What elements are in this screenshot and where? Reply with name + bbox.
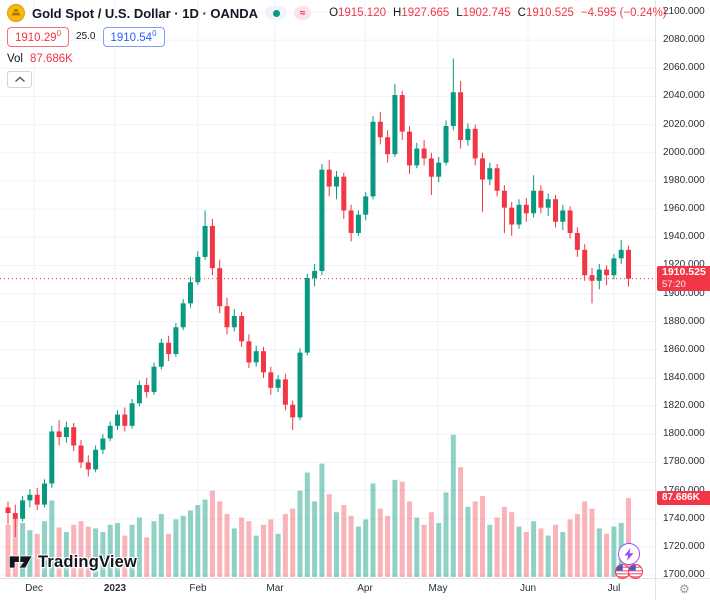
price-tick-label: 1960.000: [663, 203, 705, 215]
price-tick-label: 1840.000: [663, 371, 705, 383]
price-tick-label: 2000.000: [663, 146, 705, 158]
time-tick-label: Apr: [357, 583, 373, 594]
price-tick-label: 1980.000: [663, 174, 705, 186]
volume-readout: Vol 87.686K: [7, 53, 667, 65]
time-tick-label: Jul: [607, 583, 621, 594]
market-status-badge[interactable]: [265, 6, 288, 20]
watermark-text: TradingView: [38, 552, 138, 571]
last-price-value: 1910.525: [662, 265, 706, 278]
chevron-up-icon: [14, 76, 25, 82]
price-tick-label: 1800.000: [663, 428, 705, 440]
close-label: C: [517, 7, 526, 19]
price-tick-label: 1720.000: [663, 540, 705, 552]
ohlc-readout: O1915.120 H1927.665 L1902.745 C1910.525 …: [329, 7, 667, 19]
time-tick-label: Jun: [519, 583, 537, 594]
price-scale[interactable]: 1910.525 57:20 87.686K 1700.000 1720.000 1…: [656, 0, 710, 580]
tradingview-watermark[interactable]: TradingView: [9, 552, 137, 572]
gold-symbol-icon: [7, 4, 25, 22]
price-tick-label: 1700.000: [663, 569, 705, 580]
time-scale[interactable]: Dec 2023 Feb Mar Apr May Jun Jul: [0, 579, 655, 600]
close-value: 1910.525: [525, 7, 574, 19]
time-tick-label: May: [428, 583, 448, 594]
price-tick-label: 2040.000: [663, 90, 705, 102]
time-tick-label: 2023: [103, 583, 127, 594]
tradingview-logo-icon: [9, 555, 33, 569]
ask-price-fraction: 0: [152, 29, 157, 38]
lightning-icon: [624, 547, 634, 561]
high-label: H: [392, 7, 402, 19]
symbol-title[interactable]: Gold Spot / U.S. Dollar · 1D · OANDA: [32, 5, 259, 21]
bid-price-fraction: 0: [56, 29, 62, 38]
price-tick-label: 1920.000: [663, 259, 705, 271]
price-tick-label: 2060.000: [663, 62, 705, 74]
volume-label: Vol: [7, 52, 23, 65]
collapse-legend-button[interactable]: [7, 70, 32, 88]
bid-price: 1910.29: [15, 31, 57, 44]
price-tick-label: 2100.000: [663, 6, 705, 17]
low-value: 1902.745: [462, 7, 511, 19]
high-value: 1927.665: [401, 7, 450, 19]
volume-value: 87.686K: [30, 52, 73, 65]
time-axis-separator: [0, 578, 710, 579]
price-tick-label: 1780.000: [663, 456, 705, 468]
open-value: 1915.120: [338, 7, 386, 19]
price-tick-label: 1860.000: [663, 343, 705, 355]
spread-value: 25.0: [76, 31, 96, 43]
time-tick-label: Mar: [266, 583, 284, 594]
price-tick-label: 1880.000: [663, 315, 705, 327]
bar-countdown: 57:20: [662, 278, 686, 290]
broker-flags[interactable]: [615, 564, 643, 579]
price-tick-label: 1760.000: [663, 484, 705, 496]
market-open-dot-icon: [272, 9, 280, 17]
gear-icon[interactable]: ⚙: [679, 582, 690, 596]
price-tick-label: 1820.000: [663, 400, 705, 412]
delayed-data-glyph: ≈: [299, 7, 306, 19]
price-axis-separator: [655, 0, 656, 600]
price-tick-label: 1900.000: [663, 287, 705, 299]
time-tick-label: Feb: [189, 583, 207, 594]
last-price-label: 1910.525 57:20: [657, 265, 710, 291]
chart-legend: Gold Spot / U.S. Dollar · 1D · OANDA ≈ O…: [7, 4, 667, 88]
open-label: O: [329, 7, 339, 19]
us-flag-icon: [628, 564, 643, 579]
low-label: L: [456, 7, 463, 19]
sell-button[interactable]: 1910.290: [7, 27, 70, 47]
candlestick-chart[interactable]: [0, 0, 655, 578]
time-tick-label: Dec: [25, 583, 43, 594]
buy-button[interactable]: 1910.540: [102, 27, 165, 47]
price-tick-label: 1940.000: [663, 231, 705, 243]
price-tick-label: 1740.000: [663, 512, 705, 524]
price-tick-label: 2080.000: [663, 34, 705, 46]
price-tick-label: 2020.000: [663, 118, 705, 130]
instant-trading-button[interactable]: [618, 543, 640, 565]
ask-price: 1910.54: [110, 31, 153, 44]
volume-axis-label: 87.686K: [657, 491, 710, 506]
change-value: −4.595 (−0.24%): [580, 7, 667, 19]
delayed-data-badge[interactable]: ≈: [294, 6, 312, 20]
